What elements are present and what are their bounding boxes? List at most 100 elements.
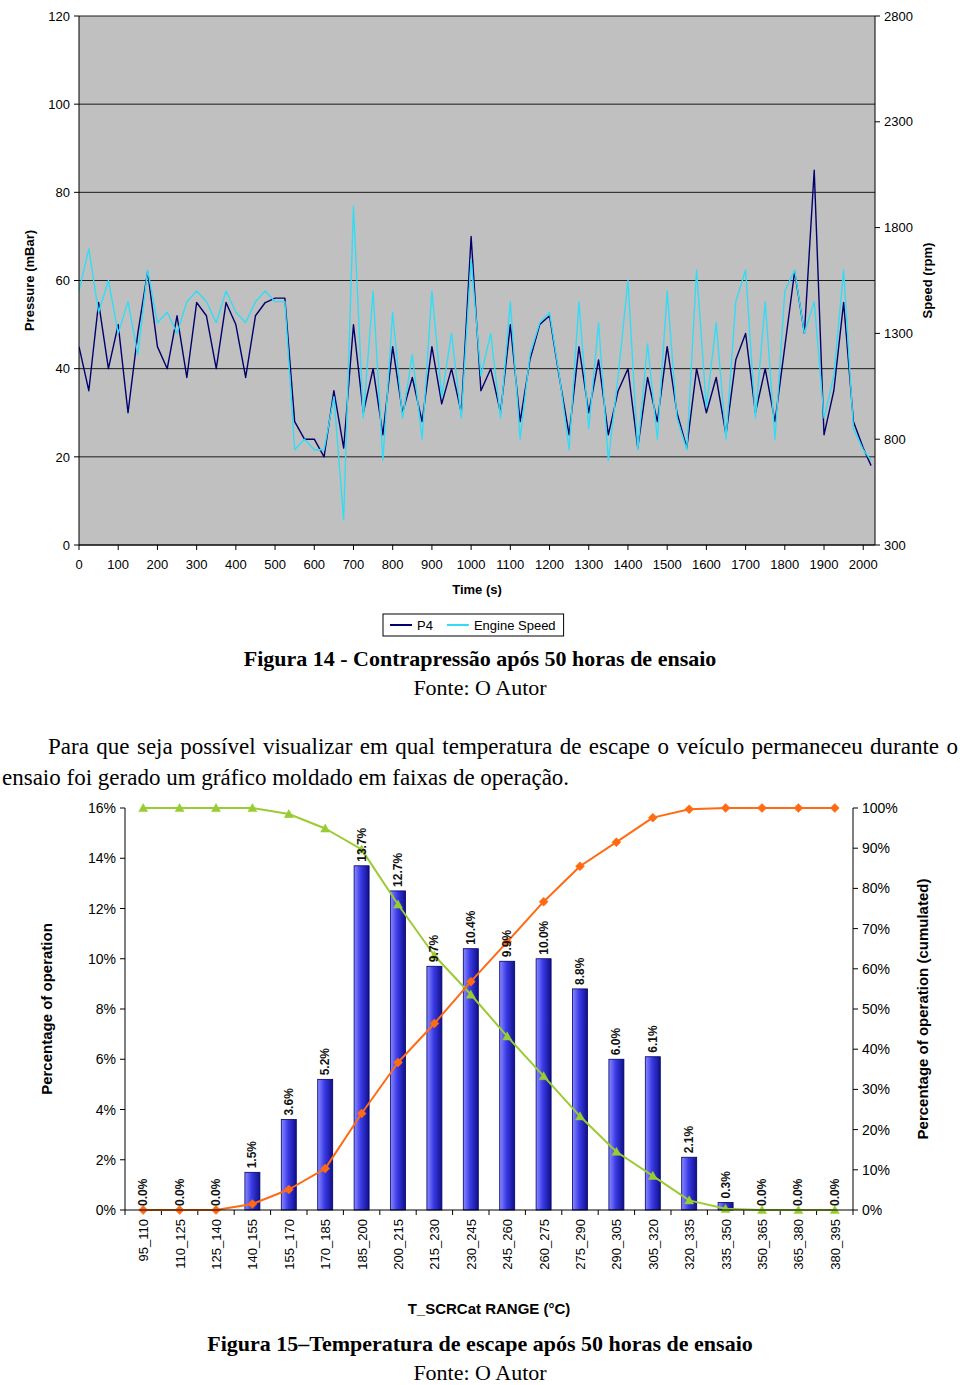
- data-labels: 0.0%0.0%0.0%1.5%3.6%5.2%13.7%12.7%9.7%10…: [136, 827, 842, 1206]
- y2-tick-label: 300: [884, 538, 906, 553]
- x-tick-label: 1400: [614, 557, 643, 572]
- category-separator: [707, 1210, 708, 1215]
- category-label: 305_320: [646, 1219, 661, 1270]
- y-tick-label: 4%: [96, 1102, 116, 1118]
- y2-tick-label: 30%: [862, 1081, 890, 1097]
- data-label: 0.0%: [755, 1178, 769, 1206]
- x-tick-label: 900: [421, 557, 443, 572]
- x-tick-label: 1700: [731, 557, 760, 572]
- grid-line: [79, 545, 875, 546]
- tick: [784, 545, 785, 550]
- tick: [824, 545, 825, 550]
- y2-axis-title: Percentage of operation (cumulated): [914, 879, 931, 1140]
- page: 0204060801001203008001300180023002800010…: [0, 0, 960, 1385]
- bar: [281, 1120, 296, 1210]
- category-label: 230_245: [464, 1219, 479, 1270]
- tick: [588, 545, 589, 550]
- category-label: 200_215: [391, 1219, 406, 1270]
- y2-tick-label: 2300: [884, 114, 913, 129]
- bar: [318, 1079, 333, 1210]
- data-label: 0.3%: [719, 1171, 733, 1199]
- legend-box: [383, 614, 564, 636]
- y2-tick-label: 20%: [862, 1122, 890, 1138]
- x-axis-title: Time (s): [452, 582, 502, 597]
- grid-line: [79, 104, 875, 105]
- category-separator: [234, 1210, 235, 1215]
- y-tick-label: 120: [48, 9, 70, 24]
- marker: [357, 1109, 366, 1118]
- category-separator: [307, 1210, 308, 1215]
- data-label: 10.4%: [464, 910, 478, 944]
- category-label: 155_170: [282, 1219, 297, 1270]
- tick: [853, 848, 858, 849]
- tick: [392, 545, 393, 550]
- tick: [74, 104, 79, 105]
- tick: [157, 545, 158, 550]
- tick: [74, 192, 79, 193]
- category-separator: [743, 1210, 744, 1215]
- data-label: 10.0%: [537, 920, 551, 954]
- tick: [196, 545, 197, 550]
- y2-tick-label: 80%: [862, 880, 890, 896]
- marker: [685, 1196, 694, 1204]
- category-label: 260_275: [537, 1219, 552, 1270]
- y-tick-label: 40: [56, 361, 70, 376]
- data-label: 13.7%: [355, 827, 369, 861]
- y-tick-label: 16%: [88, 800, 116, 816]
- marker: [721, 1204, 730, 1212]
- tick: [120, 1059, 125, 1060]
- x-tick-label: 1600: [692, 557, 721, 572]
- tick: [549, 545, 550, 550]
- tick: [667, 545, 668, 550]
- bar: [645, 1057, 660, 1210]
- grid-line: [79, 280, 875, 281]
- series-line: [143, 808, 835, 1210]
- tick: [853, 1049, 858, 1050]
- x-tick-label: 1300: [574, 557, 603, 572]
- legend: P4Engine Speed: [383, 614, 564, 636]
- marker: [321, 824, 330, 832]
- y2-tick-label: 0%: [862, 1202, 882, 1218]
- data-label: 9.7%: [427, 935, 441, 963]
- y2-tick-label: 10%: [862, 1162, 890, 1178]
- paragraph: Para que seja possível visualizar em qua…: [2, 731, 958, 793]
- figure-source: Fonte: O Autor: [413, 675, 547, 700]
- tick: [875, 16, 880, 17]
- y2-tick-label: 70%: [862, 921, 890, 937]
- tick: [353, 545, 354, 550]
- grid-line: [79, 192, 875, 193]
- legend-swatch: [447, 624, 469, 626]
- tick: [853, 1169, 858, 1170]
- tick: [79, 545, 80, 550]
- y2-tick-label: 60%: [862, 961, 890, 977]
- y-tick-label: 8%: [96, 1001, 116, 1017]
- marker: [284, 810, 293, 818]
- figure-caption: Figura 15–Temperatura de escape após 50 …: [207, 1331, 753, 1356]
- tick: [120, 958, 125, 959]
- tick: [431, 545, 432, 550]
- data-label: 12.7%: [391, 853, 405, 887]
- y-tick-label: 12%: [88, 901, 116, 917]
- grid-line: [79, 16, 875, 17]
- category-label: 125_140: [209, 1219, 224, 1270]
- data-label: 6.1%: [646, 1025, 660, 1053]
- bar: [609, 1059, 624, 1210]
- tick: [120, 1009, 125, 1010]
- x-tick-label: 300: [186, 557, 208, 572]
- tick: [745, 545, 746, 550]
- marker: [576, 862, 585, 871]
- category-label: 290_305: [609, 1219, 624, 1270]
- data-label: 0.0%: [173, 1178, 187, 1206]
- grid-line: [79, 456, 875, 457]
- tick: [627, 545, 628, 550]
- marker: [466, 990, 475, 998]
- marker: [394, 1058, 403, 1067]
- marker: [175, 804, 184, 812]
- y-tick-label: 20: [56, 450, 70, 465]
- tick: [853, 888, 858, 889]
- y-axis: [125, 808, 126, 1210]
- data-label: 8.8%: [573, 957, 587, 985]
- marker: [248, 1199, 257, 1208]
- x-tick-label: 0: [75, 557, 82, 572]
- y2-axis: [853, 808, 854, 1210]
